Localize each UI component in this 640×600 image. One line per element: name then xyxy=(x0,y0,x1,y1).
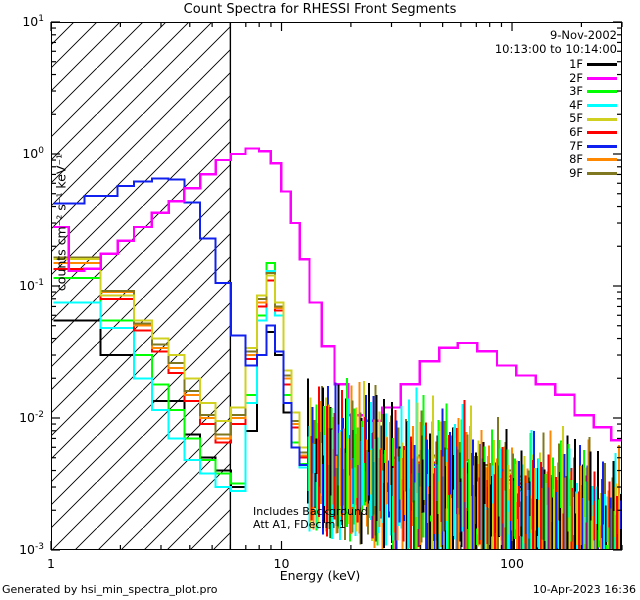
legend-color-swatch xyxy=(587,172,617,176)
legend-item-9f: 9F xyxy=(569,165,617,181)
footer-right: 10-Apr-2023 16:36 xyxy=(532,583,636,596)
note-attenuator: Att A1, FDecim 1 xyxy=(253,518,346,531)
legend-color-swatch xyxy=(587,90,617,94)
legend-item-2f: 2F xyxy=(569,70,617,86)
x-tick-label: 1 xyxy=(47,556,55,571)
interval-line: 10:13:00 to 10:14:00 xyxy=(494,42,617,56)
legend-color-swatch xyxy=(587,63,617,67)
legend-color-swatch xyxy=(587,104,617,108)
date-line: 9-Nov-2002 xyxy=(549,28,617,42)
footer-left: Generated by hsi_min_spectra_plot.pro xyxy=(2,583,218,596)
legend-label: 5F xyxy=(569,111,583,126)
y-tick-label: 100 xyxy=(22,146,44,162)
y-tick-label: 10-1 xyxy=(19,278,44,294)
in-plot-notes: Includes Background Att A1, FDecim 1 xyxy=(253,505,368,531)
legend-label: 8F xyxy=(569,152,583,167)
legend-color-swatch xyxy=(587,117,617,121)
y-tick-label: 101 xyxy=(22,14,44,30)
legend: 1F 2F 3F 4F 5F 6F 7F 8F 9F xyxy=(569,57,617,181)
y-tick-label: 10-2 xyxy=(19,410,44,426)
note-includes-background: Includes Background xyxy=(253,505,368,518)
legend-item-3f: 3F xyxy=(569,85,617,99)
legend-item-7f: 7F xyxy=(569,138,617,154)
legend-label: 7F xyxy=(569,138,583,153)
x-tick-label: 100 xyxy=(500,556,524,571)
legend-item-4f: 4F xyxy=(569,97,617,113)
plot-area xyxy=(51,22,622,550)
date-annotation: 9-Nov-2002 10:13:00 to 10:14:00 xyxy=(495,28,617,56)
legend-label: 3F xyxy=(569,84,583,99)
x-axis-label: Energy (keV) xyxy=(279,568,361,583)
legend-label: 6F xyxy=(569,124,583,139)
legend-item-5f: 5F xyxy=(569,112,617,126)
x-tick-label: 10 xyxy=(273,556,290,571)
legend-label: 1F xyxy=(569,57,583,71)
legend-label: 9F xyxy=(569,165,583,180)
page-title: Count Spectra for RHESSI Front Segments xyxy=(183,2,457,17)
legend-color-swatch xyxy=(587,144,617,148)
legend-item-1f: 1F xyxy=(569,57,617,72)
legend-item-6f: 6F xyxy=(569,124,617,140)
legend-color-swatch xyxy=(587,131,617,135)
y-tick-label: 10-3 xyxy=(19,542,44,558)
legend-color-swatch xyxy=(587,158,617,162)
high-energy-noise xyxy=(306,378,622,549)
legend-color-swatch xyxy=(587,76,617,80)
legend-label: 4F xyxy=(569,97,583,112)
legend-label: 2F xyxy=(569,70,583,85)
legend-item-8f: 8F xyxy=(569,153,617,167)
y-axis-label: counts cm⁻² s⁻¹ keV⁻¹ xyxy=(53,153,69,292)
